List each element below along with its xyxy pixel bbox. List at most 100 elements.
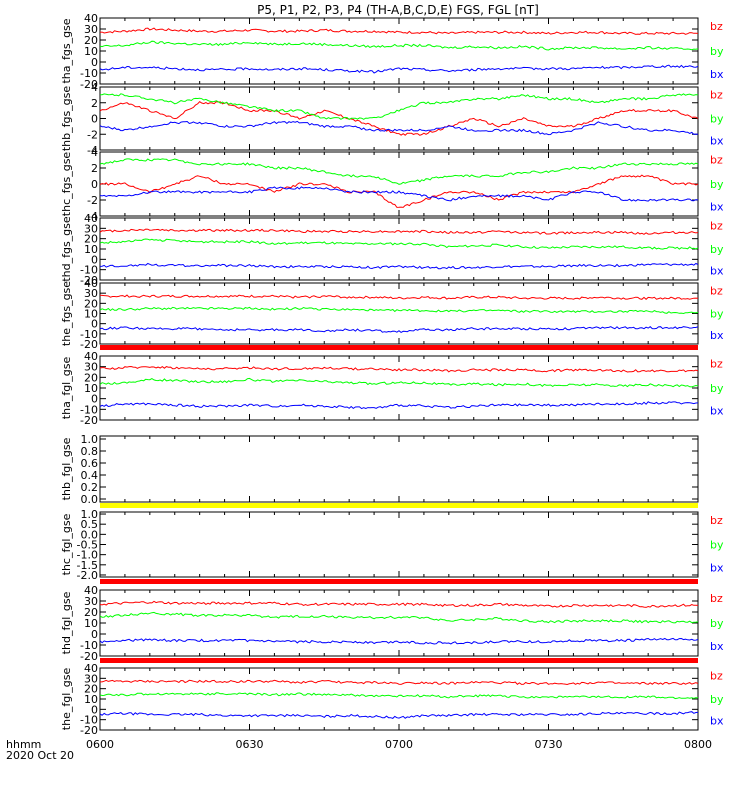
y-tick-label: -4 [87, 210, 98, 223]
y-tick-label: 0 [91, 318, 98, 331]
y-axis-label: thc_fgs_gse [60, 152, 73, 217]
y-tick-label: 0.2 [81, 481, 99, 494]
legend-bx: bx [710, 200, 724, 213]
panel-frame [99, 435, 699, 503]
y-tick-label: 0.8 [81, 445, 99, 458]
x-axis: 0600 0630 0700 0730 0800 [86, 738, 712, 751]
y-tick-label: -2 [87, 128, 98, 141]
legend-by: by [710, 178, 724, 191]
y-tick-label: 1.0 [81, 508, 99, 521]
y-tick-label: 30 [84, 361, 98, 374]
legend-bx: bx [710, 640, 724, 653]
series-line-by [99, 611, 699, 624]
y-tick-label: -10 [80, 264, 98, 277]
y-axis-label: thd_fgl_gse [60, 591, 73, 654]
y-tick-label: -1.5 [77, 559, 98, 572]
y-tick-label: 30 [84, 672, 98, 685]
y-tick-label: 20 [84, 606, 98, 619]
y-axis-label: tha_fgl_gse [60, 357, 73, 420]
y-tick-label: 40 [84, 350, 98, 363]
y-tick-label: -10 [80, 403, 98, 416]
panel-thc_fgs_gse: -4 -2 0 2 4 thc_fgs_gse bz by bx [60, 146, 724, 223]
legend-bz: bz [710, 284, 723, 297]
y-tick-label: -1.0 [77, 549, 98, 562]
legend-by: by [710, 308, 724, 321]
legend-bz: bz [710, 669, 723, 682]
legend-bx: bx [710, 404, 724, 417]
y-tick-label: 10 [84, 308, 98, 321]
series-line-by [99, 692, 699, 700]
y-tick-label: 40 [84, 584, 98, 597]
legend-by: by [710, 617, 724, 630]
y-axis-label: thb_fgs_gse [60, 86, 73, 152]
legend-bx: bx [710, 715, 724, 728]
series-line-bz [99, 174, 699, 208]
y-axis-label: tha_fgs_gse [60, 18, 73, 83]
chart-title: P5, P1, P2, P3, P4 (TH-A,B,C,D,E) FGS, F… [257, 3, 539, 17]
y-tick-label: -10 [80, 639, 98, 652]
y-tick-label: 30 [84, 222, 98, 235]
y-tick-label: -10 [80, 714, 98, 727]
legend-bz: bz [710, 358, 723, 371]
x-tick-label: 0800 [684, 738, 712, 751]
y-tick-label: 2 [91, 97, 98, 110]
panel-frame [99, 217, 699, 281]
y-tick-label: 0 [91, 703, 98, 716]
y-axis-label: thd_fgs_gse [60, 216, 73, 282]
y-tick-label: 0 [91, 178, 98, 191]
series-line-by [99, 40, 699, 51]
y-tick-label: -20 [80, 724, 98, 737]
x-axis-unit-label: hhmm [6, 738, 41, 751]
legend-bx: bx [710, 135, 724, 148]
x-axis-date-label: 2020 Oct 20 [6, 749, 74, 762]
y-tick-label: -20 [80, 650, 98, 663]
legend-bx: bx [710, 265, 724, 278]
red-status-bar [100, 658, 698, 663]
y-axis-label: the_fgl_gse [60, 668, 73, 731]
y-axis-label: thc_fgl_gse [60, 513, 73, 575]
y-tick-label: 0.0 [81, 528, 99, 541]
y-tick-label: 10 [84, 243, 98, 256]
y-axis-label: thb_fgl_gse [60, 437, 73, 500]
legend-bz: bz [710, 219, 723, 232]
y-tick-label: 20 [84, 683, 98, 696]
y-tick-label: -20 [80, 338, 98, 351]
series-line-bz [99, 27, 699, 35]
legend-by: by [710, 382, 724, 395]
panel-frame [99, 282, 699, 345]
y-tick-label: 10 [84, 45, 98, 58]
legend-by: by [710, 539, 724, 552]
legend-bz: bz [710, 514, 723, 527]
y-tick-label: 30 [84, 23, 98, 36]
legend-by: by [710, 113, 724, 126]
red-status-bar [100, 579, 698, 584]
series-line-bx [99, 64, 699, 74]
series-line-bx [99, 711, 699, 719]
y-tick-label: 20 [84, 297, 98, 310]
series-line-bz [99, 365, 699, 373]
y-tick-label: 20 [84, 34, 98, 47]
y-tick-label: 20 [84, 371, 98, 384]
legend-bx: bx [710, 68, 724, 81]
x-tick-label: 0730 [535, 738, 563, 751]
panel-frame [99, 17, 699, 85]
legend-by: by [710, 45, 724, 58]
y-tick-label: 0 [91, 56, 98, 69]
x-tick-label: 0700 [385, 738, 413, 751]
y-tick-label: -4 [87, 144, 98, 157]
panel-frame [99, 86, 699, 151]
y-tick-label: -0.5 [77, 539, 98, 552]
panel-frame [99, 511, 699, 578]
series-line-bz [99, 101, 699, 136]
panel-frame [99, 589, 699, 657]
red-status-bar [100, 345, 698, 350]
series-line-bx [99, 637, 699, 645]
legend-bx: bx [710, 561, 724, 574]
panel-thc_fgl_gse: -2.0-1.5-1.0-0.50.00.51.0 thc_fgl_gse bz by… [60, 508, 724, 582]
y-tick-label: -20 [80, 78, 98, 91]
